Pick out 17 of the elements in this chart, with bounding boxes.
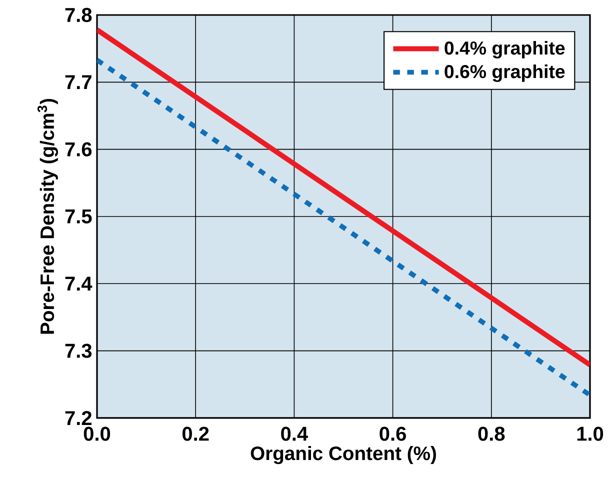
x-tick-label: 0.4 [281,426,308,441]
legend-label: 0.4% graphite [444,40,565,58]
legend-label: 0.6% graphite [444,64,565,82]
y-tick-label: 7.5 [65,210,92,224]
x-tick-label: 0.8 [478,426,505,441]
y-tick-label: 7.8 [65,8,92,22]
y-tick-label: 7.6 [65,142,92,156]
x-tick-label: 0.2 [182,426,209,441]
y-tick-label: 7.2 [65,411,92,425]
y-tick-label: 7.3 [65,344,92,358]
x-tick-label: 0.6 [380,426,406,441]
x-tick-label: 0.0 [84,426,110,441]
y-axis-title: Pore-Free Density (g/cm$^{3}$) [37,98,58,334]
x-tick-label: 1.0 [577,426,604,441]
x-axis-title: Organic Content (%) [250,446,436,464]
y-tick-label: 7.7 [65,75,92,90]
y-tick-label: 7.4 [65,276,92,291]
